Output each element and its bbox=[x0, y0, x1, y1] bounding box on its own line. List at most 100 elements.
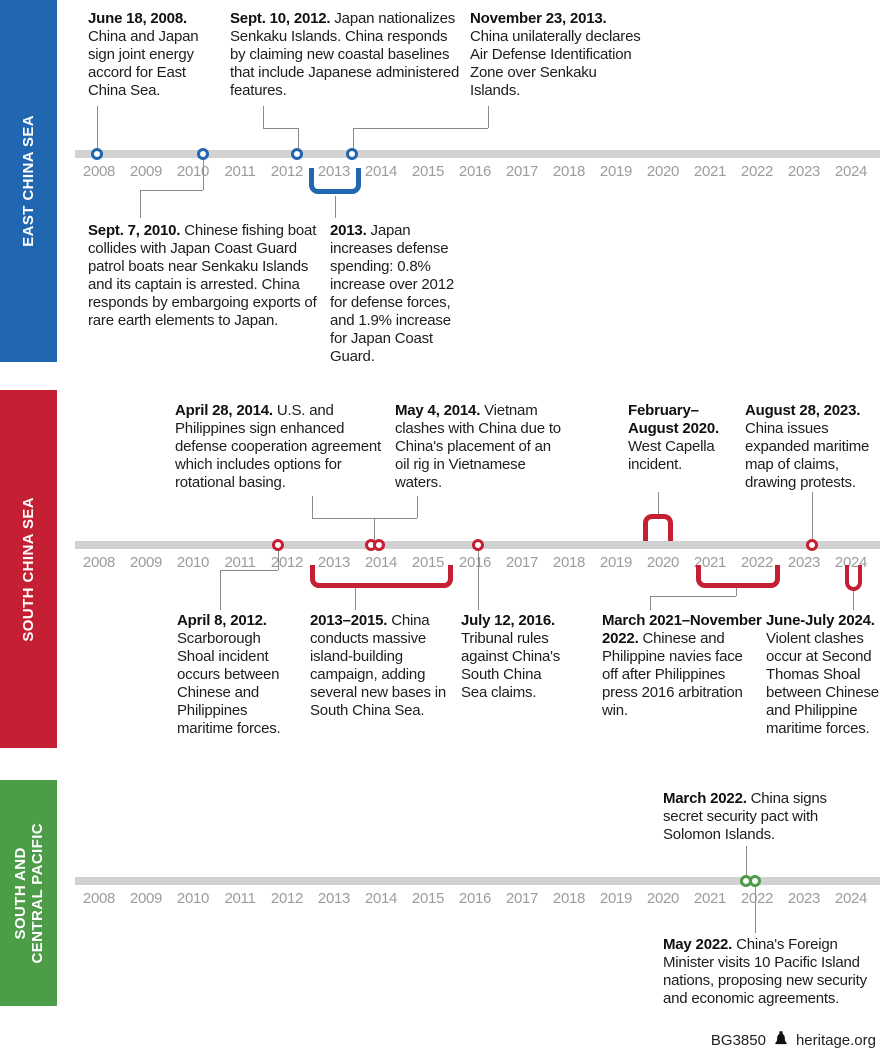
year-label: 2015 bbox=[411, 890, 445, 907]
year-label: 2017 bbox=[505, 890, 539, 907]
event-date: March 2021–November 2022. bbox=[602, 612, 762, 647]
year-label: 2012 bbox=[270, 890, 304, 907]
timeline-track-pacific bbox=[75, 877, 880, 885]
event-text: Chinese fishing boat collides with Japan… bbox=[88, 222, 317, 329]
connector-line bbox=[417, 496, 418, 518]
event-date: June-July 2024. bbox=[766, 612, 875, 629]
site-name: heritage.org bbox=[795, 1032, 876, 1049]
event-marker-may-2022 bbox=[749, 875, 761, 887]
event-date: Sept. 10, 2012. bbox=[230, 10, 331, 27]
event-date: April 8, 2012. bbox=[177, 612, 267, 629]
event-may-2022: May 2022. China's Foreign Minister visit… bbox=[663, 936, 883, 1008]
event-text: Vietnam clashes with China due to China'… bbox=[395, 402, 561, 491]
event-marker-2012 bbox=[291, 148, 303, 160]
year-labels-east: 2008 2009 2010 2011 2012 2013 2014 2015 2016 2017… bbox=[0, 163, 884, 180]
event-date: April 28, 2014. bbox=[175, 402, 273, 419]
year-label: 2014 bbox=[364, 554, 398, 571]
event-sept-7-2010: Sept. 7, 2010. Chinese fishing boat coll… bbox=[88, 222, 328, 330]
connector-line bbox=[658, 492, 659, 514]
year-label: 2012 bbox=[270, 554, 304, 571]
event-date: May 4, 2014. bbox=[395, 402, 481, 419]
year-label: 2008 bbox=[82, 890, 116, 907]
year-label: 2011 bbox=[224, 554, 256, 571]
section-bar-east-china-sea: EAST CHINA SEA bbox=[0, 0, 57, 362]
year-label: 2022 bbox=[740, 163, 774, 180]
connector-line bbox=[488, 106, 489, 128]
event-text: China and Japan sign joint energy accord… bbox=[88, 28, 199, 99]
connector-line bbox=[263, 128, 298, 129]
year-label: 2020 bbox=[646, 890, 680, 907]
range-bracket-2013 bbox=[309, 168, 361, 194]
event-sept-10-2012: Sept. 10, 2012. Japan nationalizes Senka… bbox=[230, 10, 462, 100]
event-date: November 23, 2013. bbox=[470, 10, 607, 27]
section-bar-south-central-pacific: SOUTH AND CENTRAL PACIFIC bbox=[0, 780, 57, 1006]
event-marker-2013 bbox=[346, 148, 358, 160]
event-april-8-2012: April 8, 2012. Scarborough Shoal inciden… bbox=[177, 612, 302, 738]
footer: BG3850 heritage.org bbox=[711, 1031, 876, 1050]
event-march-2021-november-2022: March 2021–November 2022. Chinese and Ph… bbox=[602, 612, 762, 720]
connector-line bbox=[263, 106, 264, 128]
year-label: 2010 bbox=[176, 890, 210, 907]
section-label-east-china-sea: EAST CHINA SEA bbox=[20, 115, 37, 247]
event-date: May 2022. bbox=[663, 936, 733, 953]
year-label: 2011 bbox=[224, 890, 256, 907]
year-label: 2020 bbox=[646, 163, 680, 180]
event-marker-2012-scarborough bbox=[272, 539, 284, 551]
connector-line bbox=[312, 518, 417, 519]
event-june-july-2024: June-July 2024. Violent clashes occur at… bbox=[766, 612, 882, 738]
connector-line bbox=[203, 158, 204, 190]
range-bracket-june-july-2024 bbox=[845, 565, 862, 591]
event-marker-may-2014 bbox=[373, 539, 385, 551]
year-label: 2009 bbox=[129, 554, 163, 571]
event-text: Violent clashes occur at Second Thomas S… bbox=[766, 630, 879, 737]
range-bracket-2013-2015 bbox=[310, 565, 453, 588]
year-label: 2013 bbox=[317, 163, 351, 180]
event-date: Sept. 7, 2010. bbox=[88, 222, 181, 239]
event-date: March 2022. bbox=[663, 790, 747, 807]
year-label: 2019 bbox=[599, 163, 633, 180]
year-label: 2018 bbox=[552, 554, 586, 571]
connector-line bbox=[746, 846, 747, 877]
connector-line bbox=[312, 496, 313, 518]
connector-line bbox=[374, 518, 375, 541]
year-label: 2024 bbox=[834, 890, 868, 907]
event-text: China's Foreign Minister visits 10 Pacif… bbox=[663, 936, 867, 1007]
year-label: 2023 bbox=[787, 163, 821, 180]
event-date: June 18, 2008. bbox=[88, 10, 187, 27]
year-label: 2016 bbox=[458, 163, 492, 180]
event-2013-defense-spending: 2013. Japan increases defense spending: … bbox=[330, 222, 470, 366]
year-label: 2010 bbox=[176, 163, 210, 180]
year-label: 2021 bbox=[693, 890, 727, 907]
event-march-2022: March 2022. China signs secret security … bbox=[663, 790, 843, 844]
connector-line bbox=[140, 190, 203, 191]
event-august-28-2023: August 28, 2023. China issues expanded m… bbox=[745, 402, 883, 492]
event-june-18-2008: June 18, 2008. China and Japan sign join… bbox=[88, 10, 220, 100]
event-july-12-2016: July 12, 2016. Tribunal rules against Ch… bbox=[461, 612, 566, 702]
event-date: August 28, 2023. bbox=[745, 402, 861, 419]
connector-line bbox=[97, 106, 98, 150]
year-label: 2011 bbox=[224, 163, 256, 180]
event-november-23-2013: November 23, 2013. China unilaterally de… bbox=[470, 10, 648, 100]
year-label: 2010 bbox=[176, 554, 210, 571]
event-text: West Capella incident. bbox=[628, 438, 715, 473]
connector-line bbox=[140, 190, 141, 218]
event-text: China signs secret security pact with So… bbox=[663, 790, 827, 843]
event-marker-2008 bbox=[91, 148, 103, 160]
connector-line bbox=[353, 128, 488, 129]
connector-line bbox=[853, 591, 854, 610]
year-label: 2018 bbox=[552, 890, 586, 907]
event-date: 2013. bbox=[330, 222, 367, 239]
event-text: Tribunal rules against China's South Chi… bbox=[461, 630, 561, 701]
year-label: 2019 bbox=[599, 554, 633, 571]
event-may-4-2014: May 4, 2014. Vietnam clashes with China … bbox=[395, 402, 565, 492]
year-label: 2016 bbox=[458, 554, 492, 571]
year-label: 2015 bbox=[411, 554, 445, 571]
event-date: 2013–2015. bbox=[310, 612, 388, 629]
event-text: China conducts massive island-building c… bbox=[310, 612, 447, 719]
year-label: 2014 bbox=[364, 890, 398, 907]
event-feb-aug-2020: February–August 2020. West Capella incid… bbox=[628, 402, 725, 474]
connector-line bbox=[755, 885, 756, 933]
section-bar-south-china-sea: SOUTH CHINA SEA bbox=[0, 390, 57, 748]
connector-line bbox=[353, 128, 354, 150]
